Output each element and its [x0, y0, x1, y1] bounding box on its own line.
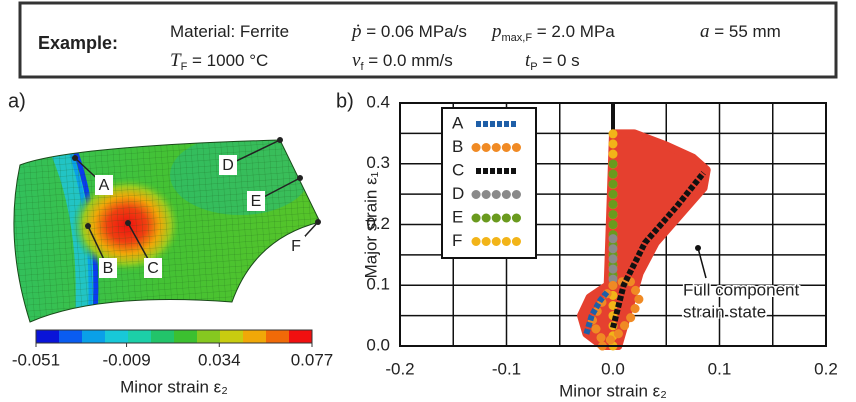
- colorbar-tick-label: -0.051: [12, 350, 60, 369]
- point-dot: [85, 223, 91, 229]
- y-tick-label: 0.4: [366, 92, 390, 111]
- param-text: = 0.06 MPa/s: [362, 22, 467, 41]
- point-label: B: [103, 260, 114, 277]
- colorbar-segment: [174, 330, 197, 343]
- x-axis-label: Minor strain ε₂: [559, 381, 667, 400]
- param-text: = 0 s: [538, 51, 580, 70]
- annotation-text: strain state: [683, 302, 766, 321]
- param-text: Material: Ferrite: [170, 22, 289, 41]
- colorbar-segment: [243, 330, 266, 343]
- x-tick-label: -0.2: [385, 359, 414, 378]
- param-text: = 0.0 mm/s: [364, 51, 453, 70]
- legend-label: E: [452, 207, 463, 226]
- param-text: = 55 mm: [710, 22, 781, 41]
- point-label: E: [251, 193, 262, 210]
- point-label: F: [291, 238, 301, 255]
- param: Material: Ferrite: [170, 22, 289, 41]
- legend-label: A: [452, 113, 464, 132]
- point-label: A: [99, 177, 110, 194]
- point-dot: [277, 137, 283, 143]
- param-text: = 1000 °C: [187, 51, 268, 70]
- header-label: Example:: [38, 33, 118, 53]
- colorbar-label: Minor strain ε₂: [120, 377, 228, 396]
- figure: Example: Material: Ferrite ṗ = 0.06 MPa/s…: [0, 0, 856, 402]
- colorbar-segment: [289, 330, 312, 343]
- colorbar-segment: [128, 330, 151, 343]
- colorbar-tick-label: -0.009: [102, 350, 150, 369]
- colorbar: -0.051 -0.009 0.034 0.077 Minor strain ε₂: [12, 330, 333, 396]
- legend-label: C: [452, 160, 464, 179]
- colorbar-segment: [266, 330, 289, 343]
- point-dot: [72, 155, 78, 161]
- param: a = 55 mm: [700, 21, 781, 42]
- colorbar-segment: [36, 330, 59, 343]
- x-tick-label: 0.0: [601, 359, 625, 378]
- y-tick-label: 0.3: [366, 153, 390, 172]
- param-symbol: ṗ: [350, 21, 362, 42]
- colorbar-segment: [105, 330, 128, 343]
- legend-label: B: [452, 137, 463, 156]
- param-subscript: max,F: [502, 32, 533, 44]
- annotation-text: Full component: [683, 280, 800, 299]
- point-label: C: [147, 260, 159, 277]
- x-tick-label: 0.2: [814, 359, 838, 378]
- x-tick-label: 0.1: [708, 359, 732, 378]
- param: vf = 0.0 mm/s: [352, 50, 453, 73]
- colorbar-tick-label: 0.077: [291, 350, 334, 369]
- colorbar-segment: [151, 330, 174, 343]
- colorbar-segment: [220, 330, 243, 343]
- point-dot: [315, 219, 321, 225]
- param-subscript: P: [530, 61, 537, 73]
- colorbar-segment: [197, 330, 220, 343]
- point-label: D: [222, 157, 234, 174]
- y-tick-label: 0.0: [366, 335, 390, 354]
- point-dot: [297, 175, 303, 181]
- y-axis-label: Major strain ε₁: [361, 171, 380, 278]
- page: Example: Material: Ferrite ṗ = 0.06 MPa/s…: [0, 0, 856, 402]
- legend-label: F: [452, 231, 462, 250]
- param-symbol: a: [700, 21, 710, 42]
- point-dot: [125, 220, 131, 226]
- colorbar-segment: [59, 330, 82, 343]
- colorbar-segment: [82, 330, 105, 343]
- annotation-dot: [695, 245, 701, 251]
- param-symbol: p: [490, 21, 502, 42]
- panel-label: a): [8, 90, 26, 112]
- param: ṗ = 0.06 MPa/s: [350, 21, 467, 42]
- colorbar-tick-label: 0.034: [198, 350, 241, 369]
- x-tick-label: -0.1: [492, 359, 521, 378]
- legend-label: D: [452, 184, 464, 203]
- panel-label: b): [336, 90, 354, 112]
- param-text: = 2.0 MPa: [532, 22, 615, 41]
